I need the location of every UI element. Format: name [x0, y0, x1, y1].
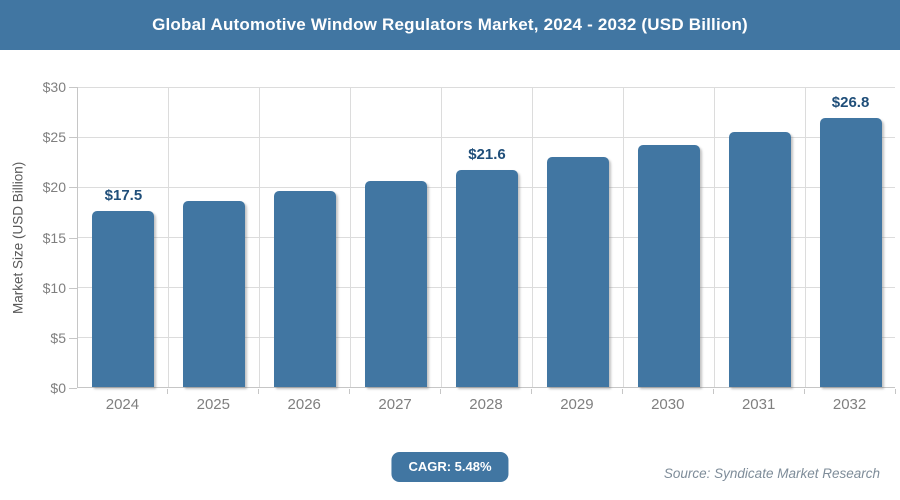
- cagr-badge: CAGR: 5.48%: [391, 452, 509, 482]
- bar-2024: [92, 211, 155, 387]
- bar-2032: [819, 118, 882, 387]
- x-axis-label-2031: 2031: [741, 396, 776, 413]
- v-gridline: [804, 87, 806, 387]
- x-axis-label-2028: 2028: [469, 396, 503, 413]
- y-tick-mark: [69, 337, 77, 339]
- v-gridline: [441, 87, 443, 387]
- y-tick-mark: [69, 388, 77, 389]
- v-gridline: [259, 87, 261, 387]
- y-tick-label: $5: [50, 329, 66, 346]
- bar-2026: [274, 191, 337, 387]
- chart-title-bar: Global Automotive Window Regulators Mark…: [0, 0, 900, 50]
- x-tick-mark: [530, 389, 532, 394]
- x-axis-label-2029: 2029: [560, 396, 594, 413]
- x-axis-label-2025: 2025: [196, 396, 230, 413]
- x-axis-label-2024: 2024: [105, 396, 140, 413]
- h-gridline: [78, 136, 895, 138]
- bar-2028: [456, 170, 518, 387]
- x-tick-mark: [712, 389, 714, 394]
- y-tick-mark: [69, 137, 77, 139]
- x-axis-label-2030: 2030: [651, 396, 685, 413]
- x-axis-label-2026: 2026: [287, 396, 321, 413]
- y-tick-mark: [69, 287, 77, 289]
- x-axis-label-2027: 2027: [378, 396, 412, 413]
- y-tick-mark: [69, 237, 77, 239]
- v-gridline: [713, 87, 715, 387]
- bar-2027: [365, 181, 428, 387]
- v-gridline: [622, 87, 624, 387]
- y-tick-mark: [69, 87, 77, 88]
- y-tick-label: $0: [50, 380, 66, 396]
- chart-title: Global Automotive Window Regulators Mark…: [152, 15, 748, 34]
- y-tick-label: $15: [42, 229, 66, 246]
- v-gridline: [531, 87, 533, 387]
- x-tick-mark: [621, 389, 623, 394]
- h-gridline: [78, 86, 895, 88]
- x-axis-label-2032: 2032: [832, 396, 867, 413]
- plot-area: $17.5 $21.6 $26.8: [77, 86, 895, 388]
- v-gridline: [350, 87, 352, 387]
- bar-value-label-2032: $26.8: [831, 94, 870, 112]
- y-tick-label: $20: [42, 179, 66, 196]
- source-text: Source: Syndicate Market Research: [663, 466, 880, 481]
- y-tick-label: $25: [42, 129, 66, 146]
- y-tick-label: $30: [42, 79, 66, 95]
- y-tick-label: $10: [42, 279, 66, 296]
- y-tick-mark: [69, 187, 77, 189]
- bar-2025: [183, 201, 246, 387]
- bar-2030: [637, 145, 700, 387]
- x-tick-mark: [349, 389, 351, 394]
- x-tick-mark: [167, 389, 169, 394]
- bar-value-label-2028: $21.6: [468, 146, 506, 164]
- x-tick-mark: [803, 389, 805, 394]
- x-tick-mark: [440, 389, 442, 394]
- bar-value-label-2024: $17.5: [104, 187, 143, 205]
- bar-2031: [728, 132, 791, 387]
- x-tick-mark: [894, 389, 896, 394]
- x-tick-mark: [258, 389, 260, 394]
- v-gridline: [168, 87, 170, 387]
- bar-2029: [546, 157, 609, 387]
